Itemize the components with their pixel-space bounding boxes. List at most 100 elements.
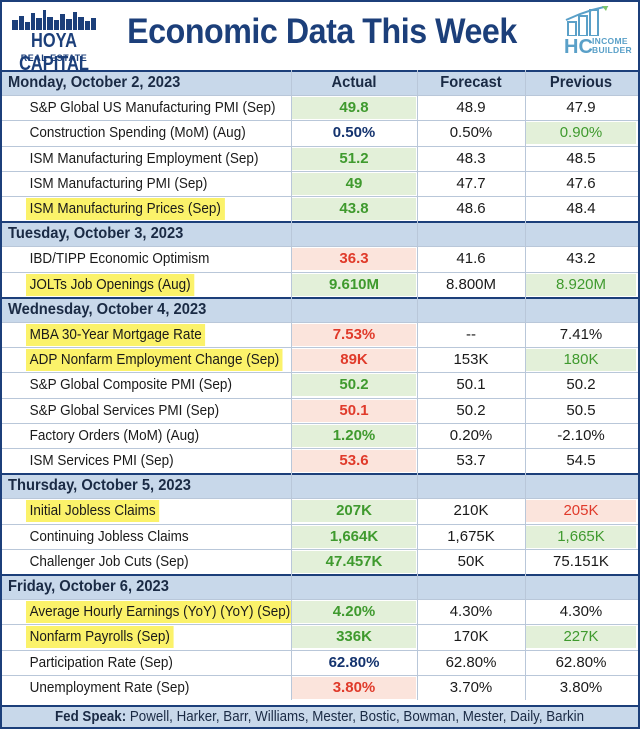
forecast-value: 8.800M [445,275,497,293]
table-row: JOLTs Job Openings (Aug) 9.610M 8.800M 8.92… [2,271,638,297]
forecast-value: 1,675K [447,527,495,545]
forecast-value: 47.7 [456,174,486,192]
table-row: Construction Spending (MoM) (Aug) 0.50% 0.… [2,120,638,145]
indicator-label: ISM Services PMI (Sep) [29,452,174,469]
actual-value: 50.2 [292,374,416,397]
actual-value: 336K [292,626,416,649]
table-row: ISM Manufacturing PMI (Sep) 49 47.7 47.6 [2,170,638,196]
column-header-forecast: Forecast [440,74,502,91]
indicator-label: Participation Rate (Sep) [29,653,173,671]
forecast-value: 48.9 [456,99,486,117]
column-divider [291,70,292,700]
table-row: Average Hourly Earnings (YoY) (YoY) (Sep… [2,599,638,624]
forecast-value: 62.80% [445,653,497,671]
indicator-label: JOLTs Job Openings (Aug) [26,273,195,296]
actual-value: 89K [292,349,416,372]
actual-value: 1,664K [292,525,416,548]
building-chart-icon [565,6,609,36]
page-title: Economic Data This Week [127,12,517,51]
actual-value: 9.610M [292,273,416,296]
indicator-label: S&P Global Composite PMI (Sep) [29,376,232,394]
header: HOYA CAPITAL REAL ESTATE Economic Data T… [2,2,638,75]
table-row: MBA 30-Year Mortgage Rate 7.53% -- 7.41% [2,322,638,347]
table-row: Continuing Jobless Claims 1,664K 1,675K 1,6… [2,523,638,549]
forecast-value: 0.50% [449,124,493,142]
previous-value: 48.4 [566,200,596,217]
fed-speak-speakers: Powell, Harker, Barr, Williams, Mester, … [130,709,585,725]
forecast-value: 53.7 [456,452,486,469]
section-header: Thursday, October 5, 2023 [2,473,638,499]
section-day-label: Wednesday, October 4, 2023 [8,300,207,318]
forecast-value: 170K [453,628,489,646]
forecast-value: 153K [453,351,489,369]
table-row: S&P Global US Manufacturing PMI (Sep) 49.… [2,95,638,120]
indicator-label: Continuing Jobless Claims [29,527,189,545]
actual-value: 49 [292,172,416,195]
previous-value: 48.5 [566,149,596,167]
table-row: IBD/TIPP Economic Optimism 36.3 41.6 43.2 [2,246,638,271]
forecast-value: 48.3 [456,149,486,167]
previous-value: 1,665K [526,525,636,548]
indicator-label: S&P Global Services PMI (Sep) [29,401,220,419]
actual-value: 207K [292,500,416,523]
table-row: Nonfarm Payrolls (Sep) 336K 170K 227K [2,624,638,649]
previous-value: 180K [526,349,636,372]
table-row: Challenger Job Cuts (Sep) 47.457K 50K 75.15… [2,548,638,574]
hoya-capital-logo: HOYA CAPITAL REAL ESTATE [8,8,100,75]
indicator-label: ADP Nonfarm Employment Change (Sep) [26,349,283,372]
actual-value: 51.2 [292,147,416,170]
forecast-value: 3.70% [449,678,493,696]
previous-value: 8.920M [526,273,636,296]
previous-value: -2.10% [557,426,605,444]
forecast-value: 210K [453,502,489,520]
forecast-value: 50.2 [456,401,486,419]
section-day-label: Friday, October 6, 2023 [8,578,169,595]
forecast-value: -- [466,326,476,343]
table-row: ISM Services PMI (Sep) 53.6 53.7 54.5 [2,448,638,473]
city-skyline-icon [12,10,96,30]
forecast-value: 41.6 [456,250,486,268]
logo-right-text-line1: INCOME [592,36,628,46]
actual-value: 7.53% [292,324,416,346]
section-header: Wednesday, October 4, 2023 [2,296,638,322]
logo-right-text-line2: BUILDER [592,45,632,55]
indicator-label: ISM Manufacturing Employment (Sep) [29,149,259,167]
actual-value: 0.50% [292,122,416,145]
section-header: Tuesday, October 3, 2023 [2,221,638,247]
table-row: Unemployment Rate (Sep) 3.80% 3.70% 3.80% [2,674,638,700]
previous-value: 3.80% [559,678,603,696]
previous-value: 47.9 [566,99,596,117]
column-divider [417,70,418,700]
table-row: Factory Orders (MoM) (Aug) 1.20% 0.20% -2.1… [2,422,638,448]
table-row: ISM Manufacturing Prices (Sep) 43.8 48.6 48… [2,196,638,221]
previous-value: 43.2 [566,250,596,268]
actual-value: 50.1 [292,399,416,422]
forecast-value: 4.30% [449,603,493,621]
previous-value: 0.90% [526,122,636,145]
indicator-label: Initial Jobless Claims [26,500,160,523]
indicator-label: S&P Global US Manufacturing PMI (Sep) [29,99,276,117]
actual-value: 1.20% [292,424,416,447]
section-day-label: Tuesday, October 3, 2023 [8,225,184,243]
actual-value: 43.8 [292,198,416,220]
section-header: Friday, October 6, 2023 [2,574,638,599]
section-day-label: Thursday, October 5, 2023 [8,477,191,495]
actual-value: 47.457K [292,550,416,573]
actual-value: 4.20% [292,601,416,624]
table-row: S&P Global Services PMI (Sep) 50.1 50.2 50.… [2,397,638,423]
previous-value: 205K [526,500,636,523]
fed-speak-footer: Fed Speak: Powell, Harker, Barr, William… [2,705,638,727]
indicator-label: MBA 30-Year Mortgage Rate [26,324,206,346]
column-header-previous: Previous [549,74,613,91]
column-header-actual: Actual [331,74,377,91]
previous-value: 54.5 [566,452,596,469]
indicator-label: IBD/TIPP Economic Optimism [29,250,210,268]
forecast-value: 48.6 [456,200,486,217]
logo-left-subtitle: REAL ESTATE [20,53,88,63]
actual-value: 3.80% [292,676,416,699]
section-day-label: Monday, October 2, 2023 [8,74,181,91]
section-header: Monday, October 2, 2023 Actual Forecast Pre… [2,70,638,95]
table-row: ADP Nonfarm Employment Change (Sep) 89K 15… [2,347,638,372]
logo-right-text: INCOME BUILDER [592,37,632,55]
actual-value: 53.6 [292,450,416,472]
